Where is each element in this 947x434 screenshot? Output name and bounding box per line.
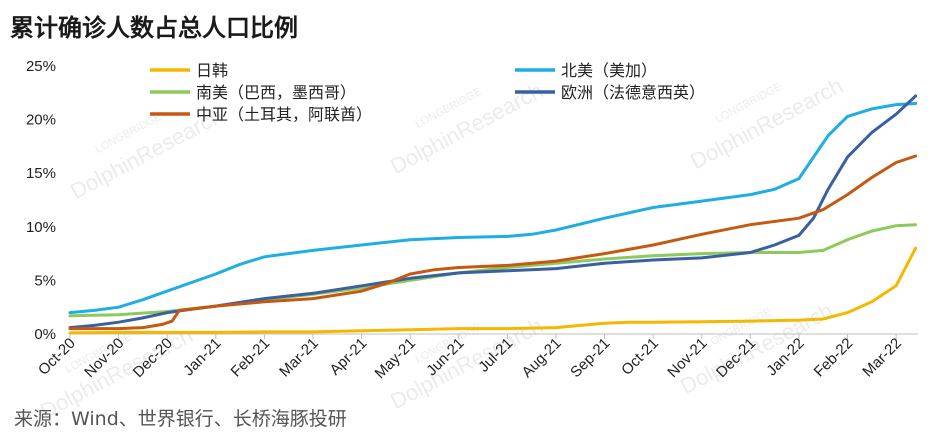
x-tick-label: Feb-22 — [811, 335, 857, 381]
legend-label-1: 北美（美加） — [561, 61, 657, 80]
y-tick-label: 5% — [34, 272, 56, 289]
y-tick-label: 15% — [26, 165, 56, 182]
legend-label-0: 日韩 — [196, 61, 228, 80]
legend-label-4: 中亚（土耳其，阿联酋） — [196, 105, 372, 124]
source-note: 来源：Wind、世界银行、长桥海豚投研 — [14, 408, 347, 430]
x-tick-label: May-21 — [372, 335, 419, 382]
x-tick-label: Apr-21 — [327, 335, 371, 379]
y-tick-label: 25% — [26, 58, 56, 75]
page-title: 累计确诊人数占总人口比例 — [10, 14, 298, 42]
x-tick-label: Mar-21 — [276, 335, 322, 381]
chart-legend: 日韩 北美（美加） 南美（巴西，墨西哥） 欧洲（法德意西英） 中亚（土耳其，阿联酋） — [150, 61, 705, 124]
x-tick-label: Feb-21 — [228, 335, 274, 381]
legend-label-2: 南美（巴西，墨西哥） — [196, 83, 356, 102]
series-line-1 — [68, 102, 918, 315]
chart-series — [68, 94, 918, 335]
x-tick-label: Oct-21 — [618, 335, 662, 379]
x-tick-label: Mar-22 — [859, 335, 905, 381]
y-tick-label: 0% — [34, 326, 56, 343]
y-tick-label: 10% — [26, 219, 56, 236]
series-line-0 — [68, 246, 918, 335]
series-line-4 — [68, 154, 918, 331]
series-line-3 — [68, 94, 918, 330]
legend-label-3: 欧洲（法德意西英） — [561, 83, 705, 102]
x-tick-label: Sep-21 — [567, 335, 613, 381]
y-tick-label: 20% — [26, 112, 56, 129]
